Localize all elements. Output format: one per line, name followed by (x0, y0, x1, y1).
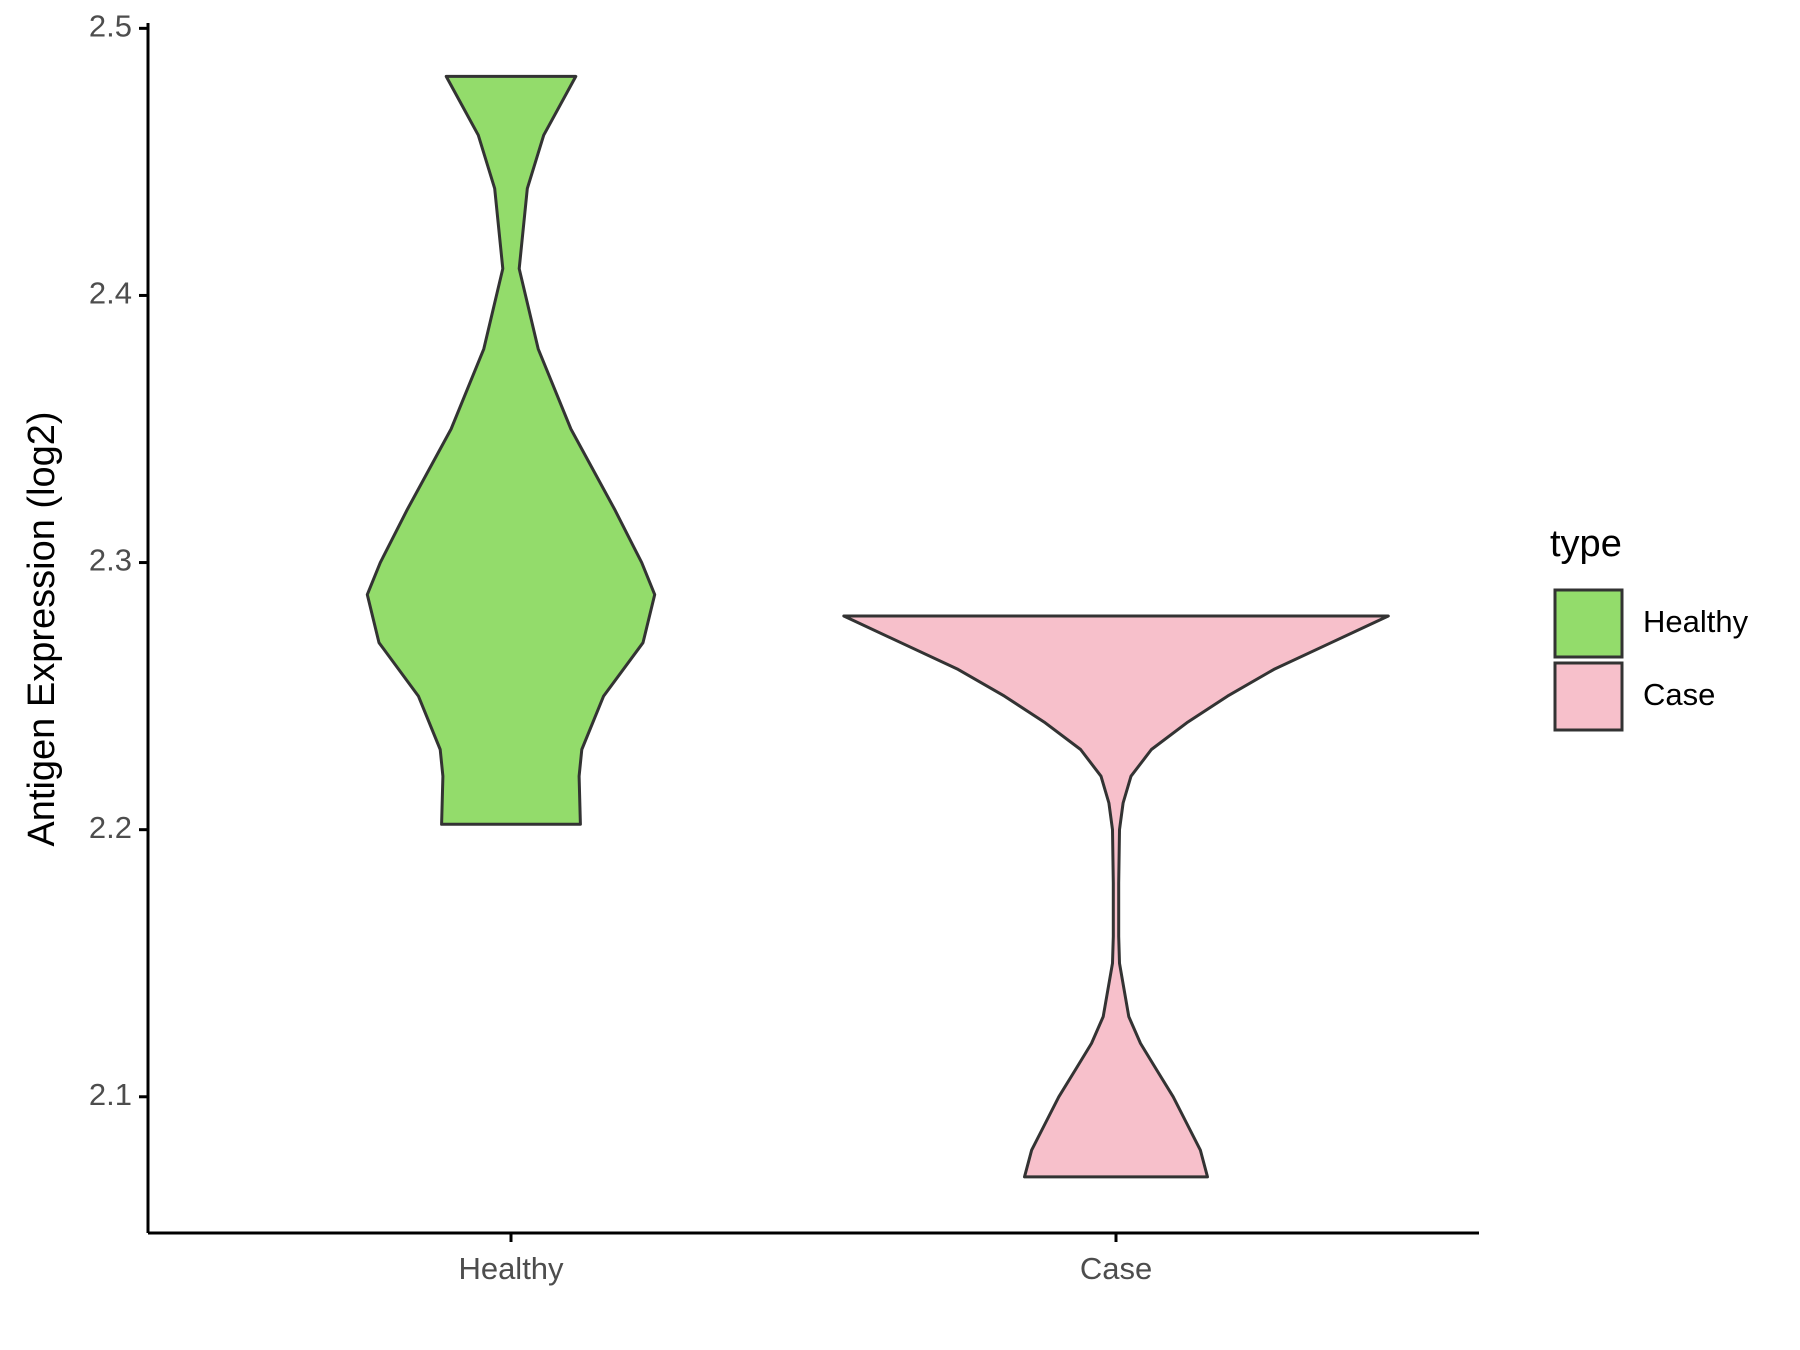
legend-key (1553, 661, 1624, 732)
legend-key (1553, 588, 1624, 659)
x-tick-label: Case (1080, 1251, 1152, 1286)
y-tick-label: 2.2 (89, 810, 132, 845)
y-tick-label: 2.3 (89, 543, 132, 578)
legend-label: Case (1643, 677, 1715, 712)
legend-title: type (1550, 523, 1622, 565)
x-tick-label: Healthy (458, 1251, 564, 1286)
y-tick-label: 2.4 (89, 276, 132, 311)
y-tick-label: 2.1 (89, 1077, 132, 1112)
violin (365, 74, 657, 826)
y-axis-title: Antigen Expression (log2) (21, 411, 63, 846)
y-tick-label: 2.5 (89, 9, 132, 44)
legend-label: Healthy (1643, 604, 1749, 639)
violin (842, 614, 1390, 1179)
